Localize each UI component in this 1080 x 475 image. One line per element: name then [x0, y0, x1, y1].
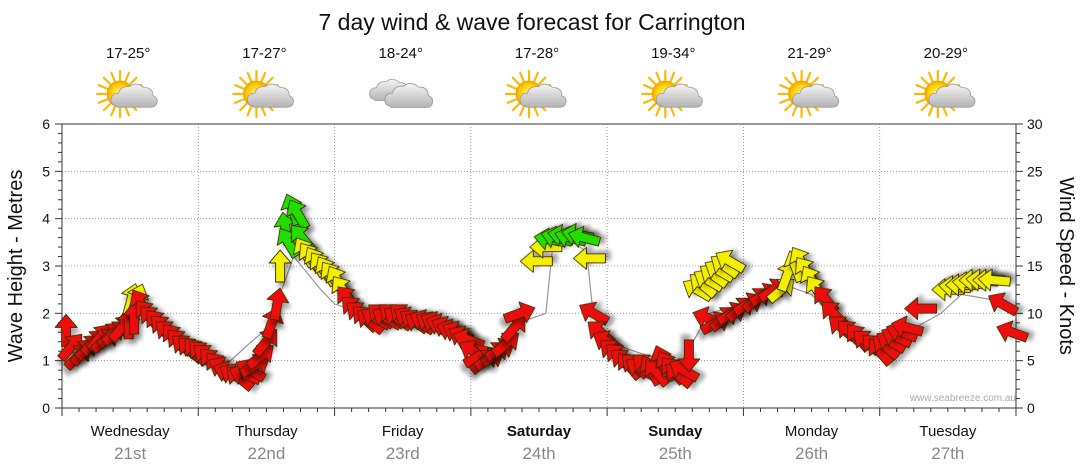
day-date-label: 23rd [386, 444, 420, 463]
day-date-label: 24th [522, 444, 555, 463]
day-temperature: 17-25° [106, 45, 150, 62]
wind-arrow [988, 292, 1019, 317]
partly-cloudy-icon [232, 69, 294, 119]
day-date-label: 26th [795, 444, 828, 463]
day-temperature: 17-27° [242, 45, 286, 62]
day-name-label: Saturday [507, 423, 572, 440]
right-axis-label: Wind Speed - Knots [1055, 177, 1077, 355]
wind-arrow [579, 301, 611, 326]
partly-cloudy-icon [504, 69, 567, 119]
day-temperature: 20-29° [924, 45, 968, 62]
day-name-label: Sunday [648, 423, 703, 440]
right-tick-label: 25 [1027, 163, 1043, 179]
right-tick-label: 0 [1027, 400, 1035, 416]
left-axis-label: Wave Height - Metres [5, 170, 27, 363]
day-temperature: 19-34° [651, 45, 695, 62]
left-tick-label: 4 [42, 211, 50, 227]
left-tick-label: 0 [42, 400, 50, 416]
day-date-label: 21st [114, 444, 146, 463]
wind-arrow [568, 225, 602, 248]
day-name-label: Wednesday [91, 423, 170, 440]
wind-arrow [519, 249, 553, 273]
wind-arrow [715, 249, 747, 274]
partly-cloudy-icon [777, 69, 840, 119]
wind-arrow [268, 249, 292, 283]
wind-arrow [677, 339, 701, 373]
day-date-label: 27th [931, 444, 964, 463]
day-date-label: 22nd [248, 444, 286, 463]
left-tick-label: 6 [42, 116, 50, 132]
partly-cloudy-icon [96, 69, 158, 119]
partly-cloudy-icon [641, 69, 703, 119]
day-axis-labels: Wednesday 21st Thursday 22nd Friday 23rd Satur… [91, 423, 977, 463]
day-temperature: 21-29° [787, 45, 831, 62]
wind-arrow [502, 301, 536, 324]
partly-cloudy-icon [913, 69, 976, 119]
day-date-label: 25th [659, 444, 692, 463]
wind-arrow [996, 320, 1029, 343]
right-tick-label: 5 [1027, 353, 1035, 369]
day-temperature: 17-28° [515, 45, 559, 62]
day-name-label: Thursday [235, 423, 298, 440]
right-axis-ticks: 0 5 10 15 20 25 30 [1027, 116, 1043, 416]
left-tick-label: 5 [42, 163, 50, 179]
day-temperature: 18-24° [379, 45, 423, 62]
wind-arrow [266, 287, 290, 321]
wind-arrow [904, 297, 938, 321]
right-tick-label: 20 [1027, 211, 1043, 227]
right-tick-label: 10 [1027, 305, 1043, 321]
day-name-label: Monday [785, 423, 839, 440]
right-tick-label: 30 [1027, 116, 1043, 132]
day-name-label: Tuesday [919, 423, 976, 440]
day-name-label: Friday [382, 423, 424, 440]
left-tick-label: 2 [42, 305, 50, 321]
credit-watermark: www.seabreeze.com.au [909, 393, 1016, 404]
wind-arrow [572, 246, 606, 270]
left-tick-label: 3 [42, 258, 50, 274]
right-tick-label: 15 [1027, 258, 1043, 274]
left-axis-ticks: 0 1 2 3 4 5 6 [42, 116, 50, 416]
wind-arrow [490, 332, 520, 358]
cloudy-icon [369, 78, 434, 108]
wind-arrow [891, 315, 925, 338]
wind-arrow [977, 268, 1011, 292]
left-tick-label: 1 [42, 353, 50, 369]
chart-title: 7 day wind & wave forecast for Carringto… [319, 9, 746, 35]
daily-forecast-row: 17-25° 17-27° 18-24° 17-28° 19-34° 21-29° 20-2… [96, 45, 976, 119]
wind-arrows [54, 193, 1029, 392]
chart-grid [55, 123, 1023, 416]
